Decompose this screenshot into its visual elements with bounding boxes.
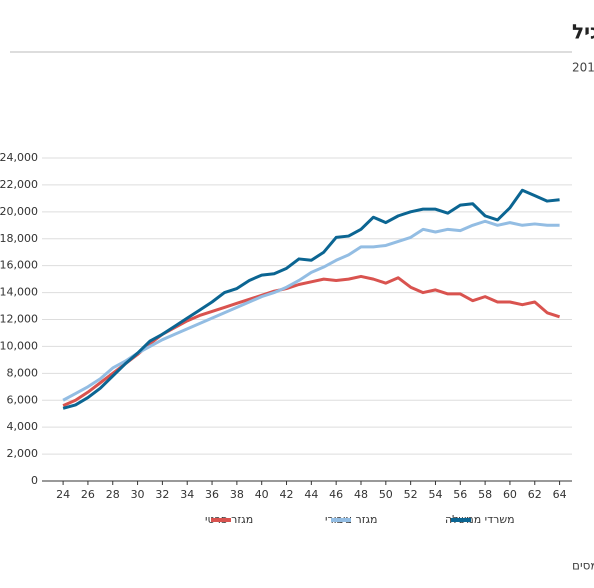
x-tick-label: 34: [180, 488, 194, 501]
x-tick-label: 26: [81, 488, 95, 501]
y-tick-label: 24,000: [0, 151, 38, 164]
x-tick-label: 24: [56, 488, 70, 501]
x-tick-label: 40: [255, 488, 269, 501]
x-tick-label: 64: [553, 488, 567, 501]
y-tick-label: 18,000: [0, 232, 38, 245]
y-tick-label: 10,000: [0, 339, 38, 352]
x-tick-label: 58: [478, 488, 492, 501]
legend-label: משרדי ממשלה: [445, 513, 515, 526]
y-tick-label: 12,000: [0, 313, 38, 326]
y-tick-label: 2,000: [7, 447, 39, 460]
source: מקור: עיבודי אגף השכר והלמ"ס לנתוני רשות…: [572, 559, 594, 573]
y-tick-label: 16,000: [0, 259, 38, 272]
x-tick-label: 32: [155, 488, 169, 501]
x-tick-label: 62: [528, 488, 542, 501]
x-tick-label: 44: [304, 488, 318, 501]
x-tick-label: 54: [428, 488, 442, 501]
series-line: [62, 274, 561, 408]
x-tick-label: 30: [131, 488, 145, 501]
x-tick-label: 50: [379, 488, 393, 501]
x-tick-label: 52: [404, 488, 418, 501]
x-tick-label: 36: [205, 488, 219, 501]
y-tick-label: 8,000: [7, 366, 39, 379]
chart-title: שכר לפי גיל: [572, 20, 594, 44]
y-tick-label: 14,000: [0, 286, 38, 299]
y-tick-label: 22,000: [0, 178, 38, 191]
x-tick-label: 38: [230, 488, 244, 501]
x-tick-label: 56: [453, 488, 467, 501]
x-tick-label: 42: [280, 488, 294, 501]
series-line: [62, 219, 560, 402]
series-line: [62, 188, 560, 410]
x-tick-label: 28: [106, 488, 120, 501]
y-tick-label: 4,000: [7, 420, 39, 433]
y-tick-label: 0: [31, 474, 38, 487]
y-tick-label: 20,000: [0, 205, 38, 218]
x-tick-label: 48: [354, 488, 368, 501]
subtitle: עובדים שכירים, גילאי 24-65, 2019: [572, 61, 594, 75]
legend-label: מגזר ציבורי: [325, 513, 378, 526]
x-tick-label: 46: [329, 488, 343, 501]
y-tick-label: 6,000: [7, 393, 39, 406]
x-tick-label: 60: [503, 488, 517, 501]
